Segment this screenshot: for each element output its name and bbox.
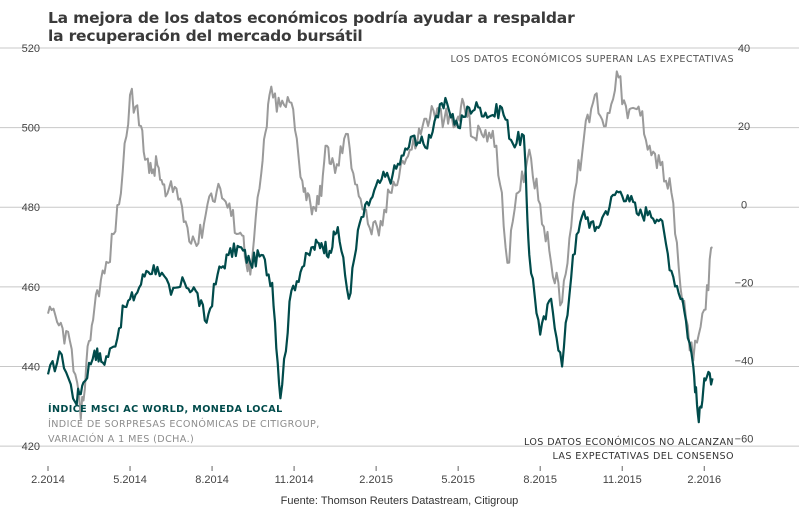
right-tick-label--40: −40 bbox=[735, 356, 754, 368]
chart-plot: 420 440 460 480 500 520 −60 −40 −20 0 20 40 2.2014… bbox=[0, 43, 799, 486]
annotation-below-expectations-1: LOS DATOS ECONÓMICOS NO ALCANZAN bbox=[524, 435, 734, 448]
left-tick-label-500: 500 bbox=[22, 123, 40, 135]
left-axis-ticks: 420 440 460 480 500 520 bbox=[22, 43, 40, 453]
right-axis-ticks: −60 −40 −20 0 20 40 bbox=[735, 43, 754, 446]
left-tick-label-460: 460 bbox=[22, 282, 40, 294]
x-tick-label-2: 8.2014 bbox=[195, 474, 229, 486]
grid-lines bbox=[0, 47, 799, 447]
x-tick-label-6: 8.2015 bbox=[523, 474, 557, 486]
right-tick-label-40: 40 bbox=[738, 43, 750, 55]
left-tick-label-520: 520 bbox=[22, 43, 40, 55]
x-tick-label-8: 2.2016 bbox=[687, 474, 721, 486]
legend-citi-line-1: ÍNDICE DE SORPRESAS ECONÓMICAS DE CITIGR… bbox=[48, 417, 320, 430]
left-tick-label-420: 420 bbox=[22, 441, 40, 453]
series-lines bbox=[46, 70, 714, 424]
legend-citi-line-2: VARIACIÓN A 1 MES (DCHA.) bbox=[48, 432, 194, 445]
x-axis-ticks: 2.2014 5.2014 8.2014 11.2014 2.2015 5.2015 8.2… bbox=[31, 466, 721, 486]
left-tick-label-440: 440 bbox=[22, 361, 40, 373]
left-tick-label-480: 480 bbox=[22, 202, 40, 214]
series-line-citi bbox=[47, 70, 713, 421]
source-note: Fuente: Thomson Reuters Datastream, Citi… bbox=[280, 495, 519, 507]
annotation-below-expectations-2: LAS EXPECTATIVAS DEL CONSENSO bbox=[552, 451, 734, 462]
legend-msci: ÍNDICE MSCI AC WORLD, MONEDA LOCAL bbox=[48, 402, 283, 415]
right-tick-label-0: 0 bbox=[741, 199, 747, 211]
x-tick-label-5: 5.2015 bbox=[441, 474, 475, 486]
chart-title-line-1: La mejora de los datos económicos podría… bbox=[48, 9, 575, 27]
chart-title-line-2: la recuperación del mercado bursátil bbox=[48, 27, 363, 45]
annotation-above-expectations: LOS DATOS ECONÓMICOS SUPERAN LAS EXPECTA… bbox=[450, 52, 734, 65]
x-tick-label-0: 2.2014 bbox=[31, 474, 65, 486]
right-tick-label--20: −20 bbox=[735, 277, 754, 289]
x-tick-label-4: 2.2015 bbox=[359, 474, 393, 486]
series-line-msci bbox=[46, 96, 714, 424]
right-tick-label-20: 20 bbox=[738, 121, 750, 133]
right-tick-label--60: −60 bbox=[735, 434, 754, 446]
x-tick-label-3: 11.2014 bbox=[275, 474, 314, 486]
x-tick-label-1: 5.2014 bbox=[113, 474, 147, 486]
x-tick-label-7: 11.2015 bbox=[603, 474, 642, 486]
